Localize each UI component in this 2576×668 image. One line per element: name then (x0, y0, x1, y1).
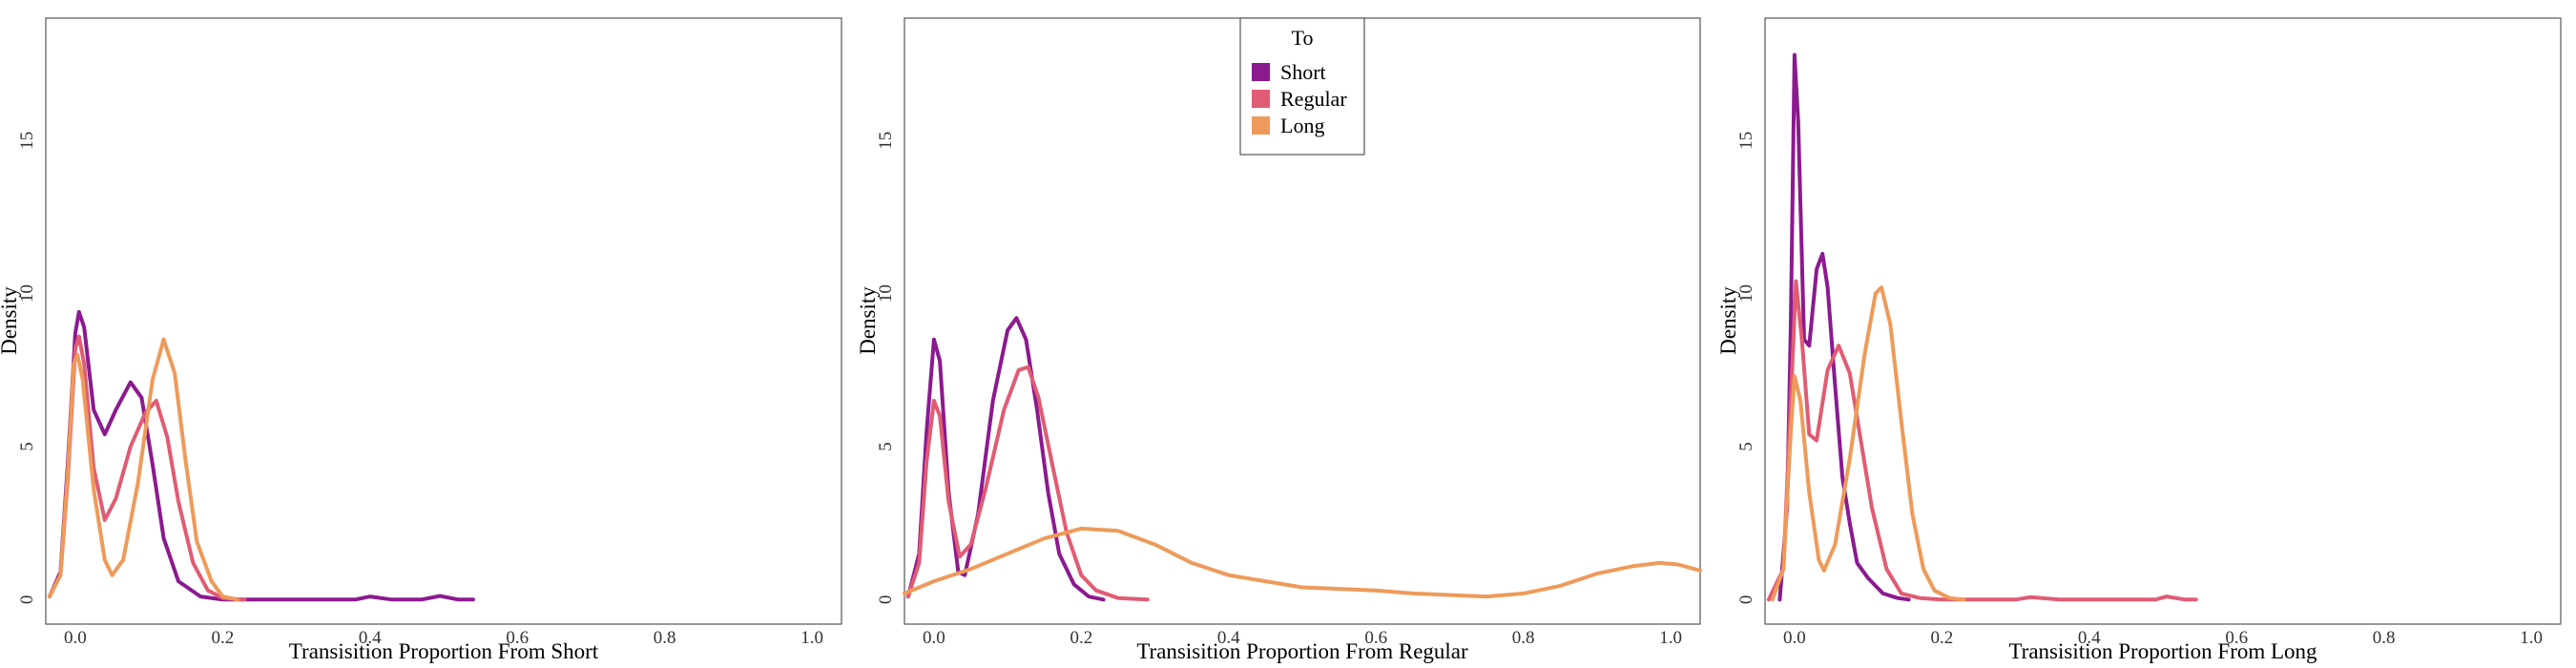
y-tick-label: 15 (1736, 132, 1756, 150)
x-axis-title: Transisition Proportion From Long (2008, 639, 2317, 663)
legend: To Short Regular Long (1239, 17, 1365, 156)
x-tick-label: 0.2 (1930, 628, 1953, 648)
x-tick-label: 1.0 (800, 628, 823, 648)
panel-frame (45, 17, 842, 625)
panel-from-long: 0.0 0.2 0.4 0.6 0.8 1.0 0 5 10 15 Transisition Pr… (1716, 17, 2562, 663)
legend-label-short: Short (1280, 60, 1326, 84)
y-tick-label: 5 (17, 442, 37, 451)
density-line-short (905, 316, 1106, 602)
y-tick-label: 10 (17, 284, 37, 303)
x-tick-label: 0.0 (64, 628, 87, 648)
y-axis-title: Density (856, 286, 880, 355)
x-axis-title: Transisition Proportion From Regular (1136, 639, 1468, 663)
x-tick-label: 0.8 (654, 628, 676, 648)
x-tick-label: 0.4 (359, 628, 382, 648)
y-tick-label: 15 (876, 132, 896, 150)
legend-label-long: Long (1280, 114, 1324, 137)
tick-layer: 0.0 0.2 0.4 0.6 0.8 1.0 0 5 10 15 (17, 132, 823, 648)
x-tick-label: 1.0 (1659, 628, 1682, 648)
x-tick-label: 0.2 (211, 628, 234, 648)
legend-label-regular: Regular (1280, 87, 1347, 111)
tick-layer: 0.0 0.2 0.4 0.6 0.8 1.0 0 5 10 15 (1736, 132, 2543, 648)
tick-layer: 0.0 0.2 0.4 0.6 0.8 1.0 0 5 10 15 (876, 132, 1682, 648)
x-tick-label: 0.4 (2078, 628, 2101, 648)
x-tick-label: 0.4 (1217, 628, 1240, 648)
x-tick-label: 1.0 (2520, 628, 2543, 648)
x-tick-label: 0.6 (1364, 628, 1387, 648)
y-axis-title: Density (1716, 286, 1740, 355)
series-layer (47, 309, 475, 602)
x-tick-label: 0.6 (506, 628, 529, 648)
series-layer (1766, 52, 2198, 602)
legend-swatch-long (1252, 116, 1270, 135)
density-line-long (47, 337, 239, 602)
legend-swatch-short (1252, 63, 1270, 81)
y-axis-title: Density (0, 286, 21, 355)
panel-from-short: 0.0 0.2 0.4 0.6 0.8 1.0 0 5 10 15 Transisition Pr… (0, 17, 842, 663)
series-layer (903, 316, 1702, 602)
y-tick-label: 5 (876, 442, 896, 451)
x-tick-label: 0.0 (923, 628, 945, 648)
panel-frame (1764, 17, 2562, 625)
x-tick-label: 0.2 (1070, 628, 1092, 648)
density-line-long (1770, 285, 1966, 602)
y-tick-label: 10 (876, 284, 896, 303)
y-tick-label: 0 (1736, 595, 1756, 605)
legend-swatch-regular (1252, 90, 1270, 108)
y-tick-label: 15 (17, 132, 37, 150)
x-axis-title: Transisition Proportion From Short (289, 639, 599, 663)
density-line-short (47, 309, 475, 602)
legend-title: To (1292, 26, 1314, 50)
density-line-short (1777, 52, 1911, 602)
x-tick-label: 0.0 (1783, 628, 1806, 648)
density-line-regular (1766, 279, 2198, 602)
x-tick-label: 0.8 (2373, 628, 2396, 648)
y-tick-label: 5 (1736, 442, 1756, 451)
y-tick-label: 10 (1736, 284, 1756, 303)
x-tick-label: 0.6 (2225, 628, 2248, 648)
y-tick-label: 0 (17, 595, 37, 605)
density-line-regular (905, 365, 1150, 602)
y-tick-label: 0 (876, 595, 896, 605)
density-line-long (903, 526, 1702, 599)
x-tick-label: 0.8 (1512, 628, 1535, 648)
